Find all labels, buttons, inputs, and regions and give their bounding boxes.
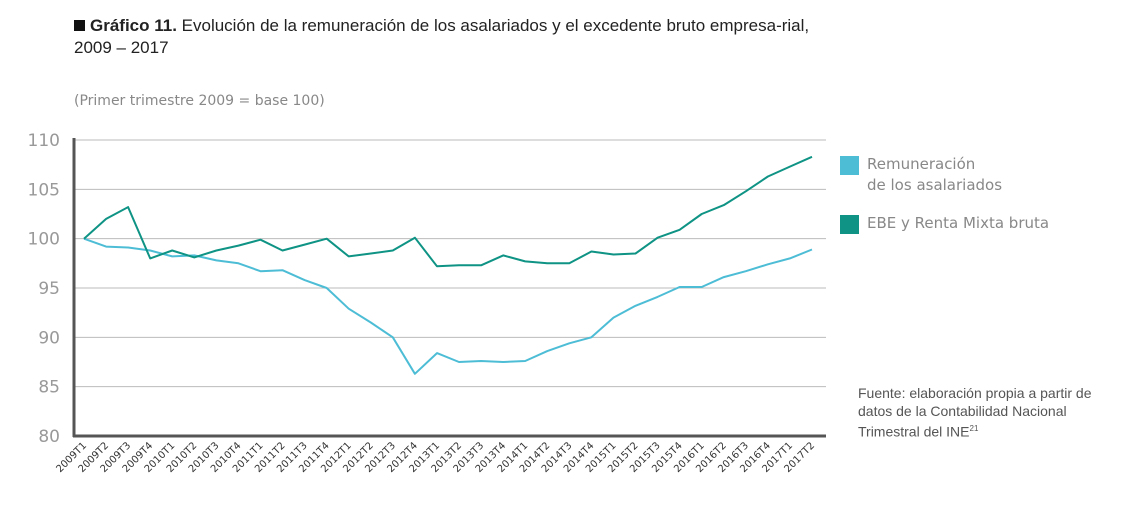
- series-line-remuneracion: [83, 237, 813, 375]
- legend-swatch: [840, 156, 859, 175]
- chart-subtitle: (Primer trimestre 2009 = base 100): [74, 93, 325, 109]
- square-bullet-icon: [74, 20, 85, 31]
- legend-item-ebe: EBE y Renta Mixta bruta: [840, 213, 1049, 234]
- legend-swatch: [840, 215, 859, 234]
- y-tick-label: 80: [38, 427, 60, 447]
- legend-item-remuneracion: Remuneración de los asalariados: [840, 154, 1002, 196]
- y-tick-label: 105: [28, 180, 60, 200]
- source-note: Fuente: elaboración propia a partir de d…: [858, 385, 1092, 440]
- y-tick-label: 95: [38, 279, 60, 299]
- y-tick-label: 100: [28, 230, 60, 250]
- y-tick-label: 85: [38, 378, 60, 398]
- y-tick-label: 90: [38, 328, 60, 348]
- chart-title: Gráfico 11. Evolución de la remuneración…: [74, 16, 810, 57]
- y-tick-label: 110: [28, 131, 60, 151]
- series-line-ebe: [83, 155, 813, 268]
